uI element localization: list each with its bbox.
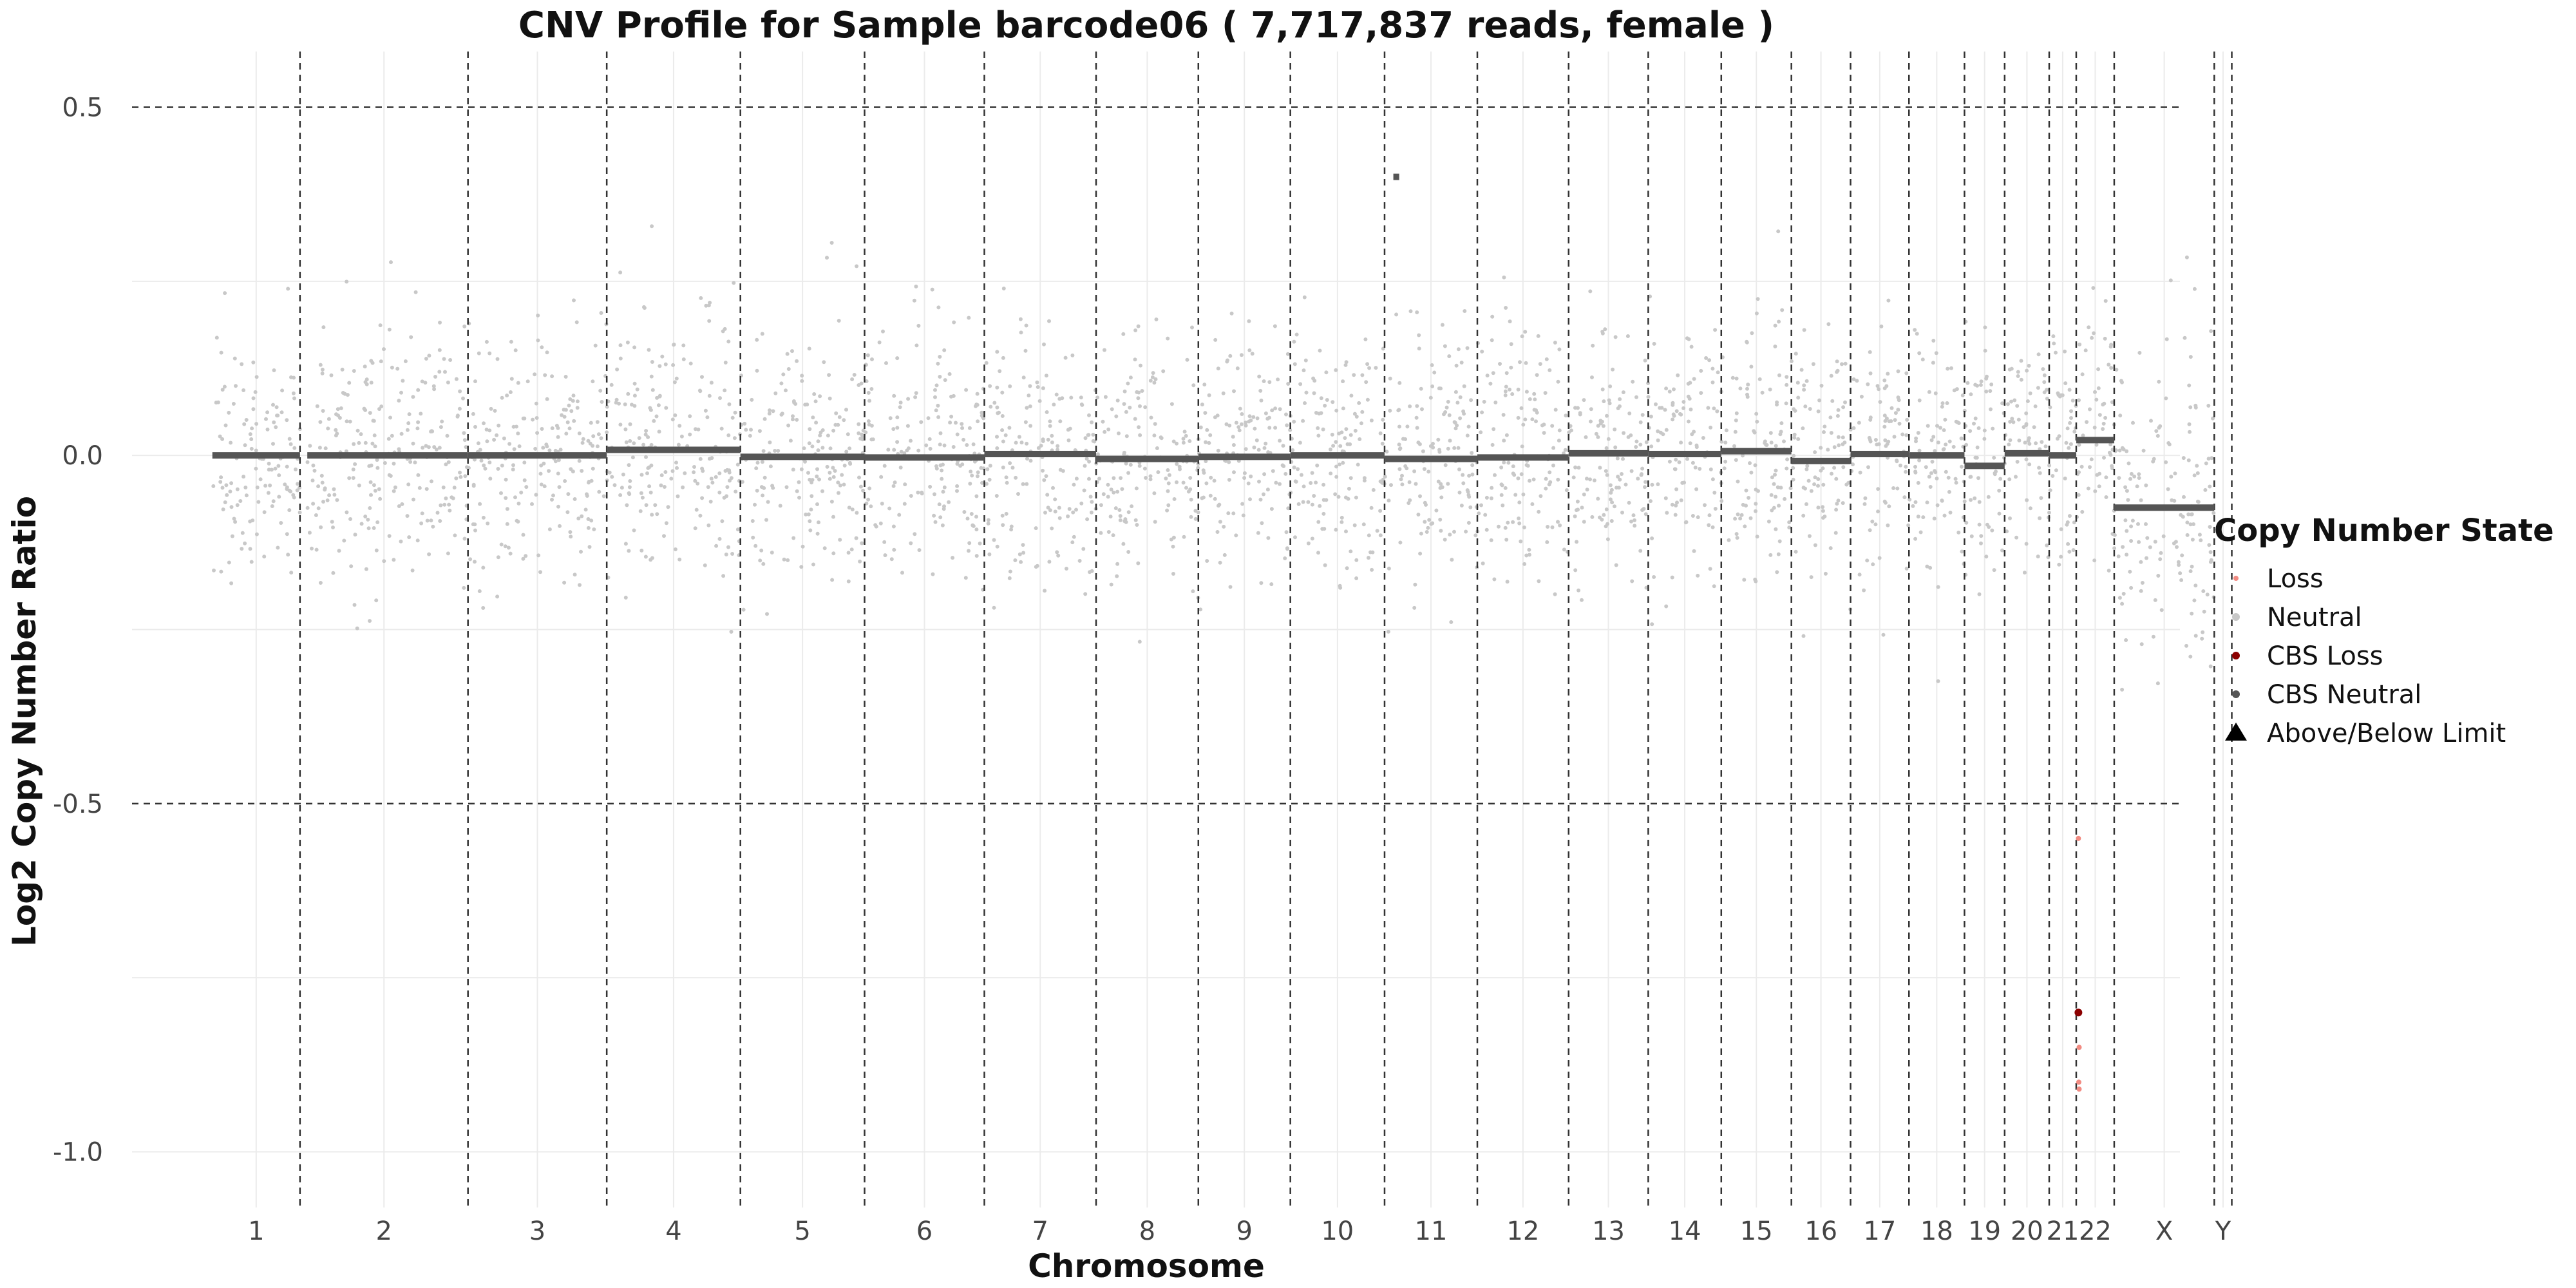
- y-axis-ticks: -1.0 -0.5 0.0 0.5: [53, 93, 103, 1168]
- x-tick-label-chr14: 14: [1669, 1217, 1701, 1246]
- y-axis-title: Log2 Copy Number Ratio: [6, 496, 43, 947]
- legend-label: Above/Below Limit: [2267, 719, 2506, 748]
- x-tick-label-chrX: X: [2155, 1217, 2173, 1246]
- x-tick-label-chr12: 12: [1506, 1217, 1539, 1246]
- x-tick-label-chr3: 3: [529, 1217, 545, 1246]
- legend-key-point: [2232, 652, 2240, 659]
- x-tick-label-chr19: 19: [1968, 1217, 2001, 1246]
- loss-point: [2076, 1045, 2082, 1050]
- legend-label: CBS Neutral: [2267, 680, 2421, 710]
- x-tick-label-chr17: 17: [1863, 1217, 1896, 1246]
- legend-title: Copy Number State: [2214, 513, 2554, 549]
- legend: Copy Number State Loss Neutral CBS Loss CBS…: [2214, 513, 2554, 748]
- x-tick-label-chr1: 1: [248, 1217, 264, 1246]
- y-tick-label: 0.5: [62, 93, 103, 123]
- grid-lines: [132, 52, 2224, 1208]
- legend-key-point: [2233, 576, 2239, 581]
- chart-title: CNV Profile for Sample barcode06 ( 7,717…: [518, 5, 1774, 46]
- x-tick-label-chr13: 13: [1592, 1217, 1625, 1246]
- x-tick-label-chr15: 15: [1740, 1217, 1773, 1246]
- cbs-segments: [212, 173, 2215, 511]
- x-tick-label-chr11: 11: [1415, 1217, 1448, 1246]
- loss-point: [2076, 835, 2081, 841]
- x-tick-label-chr7: 7: [1032, 1217, 1048, 1246]
- x-tick-label-chr8: 8: [1139, 1217, 1155, 1246]
- x-tick-label-chr4: 4: [665, 1217, 681, 1246]
- x-tick-label-chr22: 22: [2079, 1217, 2112, 1246]
- legend-label: Loss: [2267, 564, 2324, 594]
- y-tick-label: -0.5: [53, 790, 103, 819]
- x-tick-label-chr10: 10: [1321, 1217, 1354, 1246]
- x-tick-label-chr5: 5: [794, 1217, 810, 1246]
- loss-point: [2076, 1086, 2082, 1092]
- legend-label: CBS Loss: [2267, 641, 2383, 671]
- cbs-loss-point: [2074, 1009, 2083, 1017]
- legend-key-triangle: [2225, 723, 2247, 741]
- legend-key-point: [2232, 690, 2240, 698]
- x-axis-title: Chromosome: [1028, 1247, 1265, 1285]
- x-tick-label-chrY: Y: [2215, 1217, 2231, 1246]
- loss-points: [2074, 835, 2083, 1092]
- x-tick-label-chr21: 21: [2047, 1217, 2079, 1246]
- x-tick-label-chr9: 9: [1236, 1217, 1252, 1246]
- loss-point: [2076, 1079, 2081, 1085]
- legend-label: Neutral: [2267, 603, 2362, 632]
- x-tick-label-chr2: 2: [376, 1217, 392, 1246]
- x-axis-ticks: 1 2 3 4 5 6 7 8 9 10 11 12 13 14 15 16 17 18 19 20 21 22 X Y: [248, 1217, 2231, 1246]
- legend-key-point: [2232, 613, 2240, 621]
- x-tick-label-chr20: 20: [2011, 1217, 2043, 1246]
- x-tick-label-chr16: 16: [1804, 1217, 1837, 1246]
- y-tick-label: 0.0: [62, 441, 103, 471]
- x-tick-label-chr6: 6: [916, 1217, 933, 1246]
- x-tick-label-chr18: 18: [1920, 1217, 1953, 1246]
- y-tick-label: -1.0: [53, 1137, 103, 1167]
